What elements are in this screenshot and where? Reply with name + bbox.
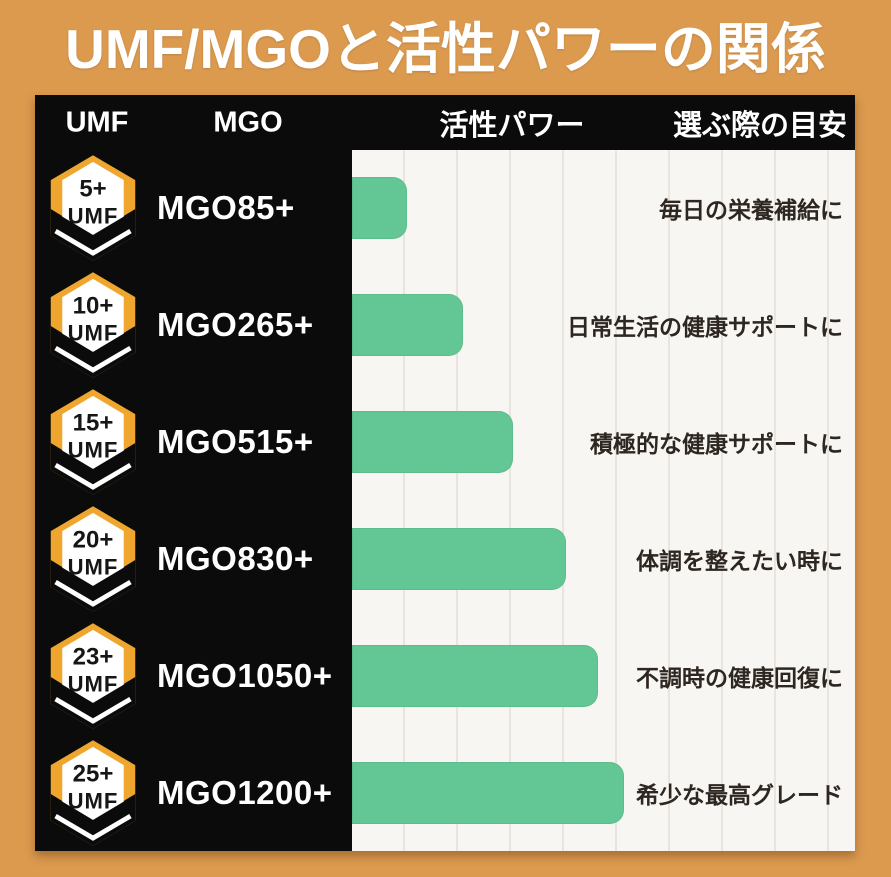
umf-hexagon-badge-icon: 15+ UMF [50,389,136,495]
chart-row: 不調時の健康回復に [352,617,855,734]
table-row: 20+ UMF MGO830+ [35,500,352,617]
guide-text: 毎日の栄養補給に [659,197,843,224]
table-row: 23+ UMF MGO1050+ [35,617,352,734]
umf-hexagon-badge-icon: 20+ UMF [50,506,136,612]
power-bar [352,294,463,357]
chart-row: 体調を整えたい時に [352,500,855,617]
badge-grade-label: 25+ [73,760,114,787]
badge-umf-label: UMF [68,321,119,346]
badge-umf-label: UMF [68,437,119,462]
umf-hexagon-badge-icon: 23+ UMF [50,622,136,729]
badge-grade-label: 23+ [73,643,114,670]
power-chart-column: 毎日の栄養補給に 日常生活の健康サポートに 積極的な健康サポートに 体調を整えた… [352,150,855,851]
header-mgo: MGO [213,106,283,138]
badge-umf-label: UMF [68,671,119,696]
badge-grade-label: 15+ [73,410,114,437]
chart-row: 希少な最高グレード [352,734,855,851]
power-bar [352,527,566,590]
mgo-value: MGO515+ [157,423,314,461]
page-title: UMF/MGOと活性パワーの関係 [65,18,826,80]
badge-umf-label: UMF [68,204,119,229]
table-row: 5+ UMF MGO85+ [35,150,352,267]
badge-grade-label: 20+ [73,526,114,553]
table-row: 15+ UMF MGO515+ [35,384,352,501]
mgo-value: MGO830+ [157,539,314,577]
mgo-value: MGO85+ [157,189,295,227]
header-power: 活性パワー [439,109,585,142]
header-guide: 選ぶ際の目安 [672,109,848,142]
chart-row: 積極的な健康サポートに [352,384,855,501]
mgo-value: MGO1050+ [157,656,333,694]
grade-column: 5+ UMF MGO85+ 10+ UMF MGO265+ [35,150,352,851]
badge-umf-label: UMF [68,554,119,579]
table-body: 5+ UMF MGO85+ 10+ UMF MGO265+ [35,150,855,851]
power-bar [352,177,408,240]
table-row: 25+ UMF MGO1200+ [35,734,352,851]
badge-grade-label: 5+ [79,176,106,203]
badge-umf-label: UMF [68,788,119,813]
comparison-table: UMF MGO 活性パワー 選ぶ際の目安 5+ UMF MGO85+ [35,95,855,851]
guide-text: 希少な最高グレード [636,781,843,808]
power-bar [352,644,599,707]
umf-hexagon-badge-icon: 25+ UMF [50,739,136,846]
power-bar [352,411,513,474]
badge-grade-label: 10+ [73,293,114,320]
table-row: 10+ UMF MGO265+ [35,267,352,384]
guide-text: 体調を整えたい時に [636,547,843,574]
guide-text: 不調時の健康回復に [636,664,843,691]
mgo-value: MGO1200+ [157,773,333,811]
guide-text: 積極的な健康サポートに [590,431,843,458]
header-umf: UMF [65,106,129,138]
chart-row: 日常生活の健康サポートに [352,267,855,384]
umf-hexagon-badge-icon: 10+ UMF [50,272,136,379]
mgo-value: MGO265+ [157,306,314,344]
umf-hexagon-badge-icon: 5+ UMF [50,155,136,262]
power-bar [352,761,624,824]
table-header-row: UMF MGO 活性パワー 選ぶ際の目安 [35,95,855,150]
chart-row: 毎日の栄養補給に [352,150,855,267]
guide-text: 日常生活の健康サポートに [567,314,843,341]
